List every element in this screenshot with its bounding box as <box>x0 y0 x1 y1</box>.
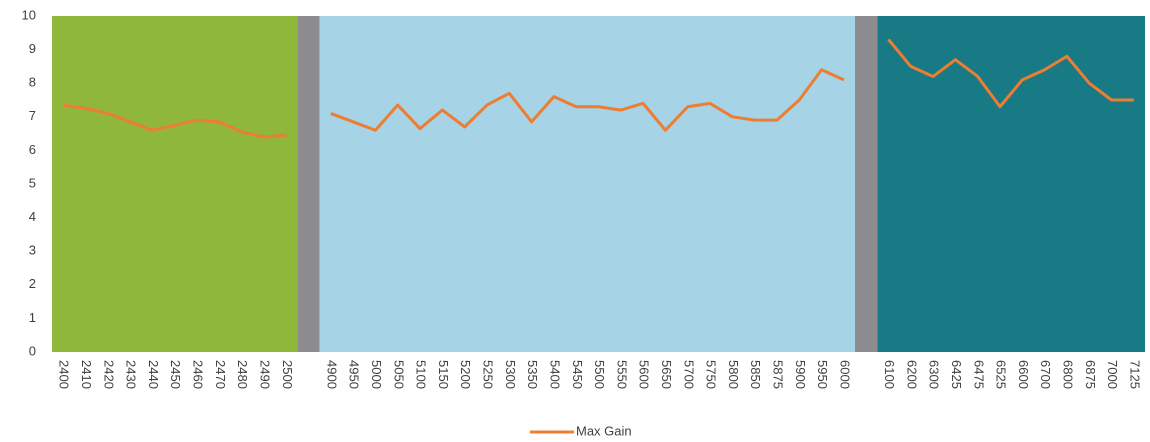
x-tick-label: 5000 <box>369 360 384 389</box>
x-tick-label: 5550 <box>614 360 629 389</box>
x-tick-label: 4900 <box>324 360 339 389</box>
legend-label: Max Gain <box>576 423 632 438</box>
x-tick-label: 5600 <box>637 360 652 389</box>
x-tick-label: 5900 <box>793 360 808 389</box>
x-tick-label: 6525 <box>994 360 1009 389</box>
x-tick-label: 5650 <box>659 360 674 389</box>
y-tick-label: 9 <box>29 41 36 56</box>
x-tick-label: 2480 <box>235 360 250 389</box>
region-gap <box>297 16 320 352</box>
x-tick-label: 5700 <box>681 360 696 389</box>
x-tick-label: 2490 <box>257 360 272 389</box>
x-tick-label: 6475 <box>971 360 986 389</box>
y-tick-label: 4 <box>29 209 36 224</box>
x-tick-label: 7000 <box>1105 360 1120 389</box>
x-tick-label: 5450 <box>570 360 585 389</box>
x-tick-label: 6600 <box>1016 360 1031 389</box>
y-tick-label: 2 <box>29 276 36 291</box>
x-tick-label: 2440 <box>146 360 161 389</box>
x-tick-label: 6300 <box>927 360 942 389</box>
line-series <box>62 38 1134 139</box>
y-tick-label: 3 <box>29 243 36 258</box>
x-tick-label: 6100 <box>882 360 897 389</box>
x-tick-label: 2450 <box>168 360 183 389</box>
x-tick-label: 6425 <box>949 360 964 389</box>
x-tick-label: 7125 <box>1127 360 1142 389</box>
x-tick-label: 2430 <box>124 360 139 389</box>
y-tick-label: 1 <box>29 310 36 325</box>
x-tick-label: 2470 <box>213 360 228 389</box>
x-tick-label: 2400 <box>57 360 72 389</box>
x-tick-label: 5850 <box>748 360 763 389</box>
x-tick-label: 5750 <box>704 360 719 389</box>
x-tick-label: 5350 <box>525 360 540 389</box>
x-tick-label: 6000 <box>837 360 852 389</box>
x-tick-label: 6200 <box>904 360 919 389</box>
x-tick-label: 5250 <box>481 360 496 389</box>
x-tick-label: 6700 <box>1038 360 1053 389</box>
y-tick-label: 8 <box>29 75 36 90</box>
x-tick-label: 5050 <box>391 360 406 389</box>
x-tick-label: 6800 <box>1060 360 1075 389</box>
y-tick-label: 6 <box>29 142 36 157</box>
y-tick-label: 10 <box>22 7 36 22</box>
x-tick-label: 5200 <box>458 360 473 389</box>
x-tick-label: 5100 <box>414 360 429 389</box>
x-tick-label: 5800 <box>726 360 741 389</box>
x-tick-label: 5950 <box>815 360 830 389</box>
y-tick-label: 7 <box>29 108 36 123</box>
x-tick-label: 2500 <box>280 360 295 389</box>
x-tick-label: 2410 <box>79 360 94 389</box>
x-tick-label: 5875 <box>771 360 786 389</box>
x-tick-label: 5400 <box>547 360 562 389</box>
region-band <box>877 16 1145 352</box>
y-tick-label: 0 <box>29 343 36 358</box>
x-tick-label: 2460 <box>191 360 206 389</box>
x-tick-label: 5500 <box>592 360 607 389</box>
region-gap <box>855 16 878 352</box>
x-tick-label: 5300 <box>503 360 518 389</box>
y-tick-label: 5 <box>29 175 36 190</box>
region-band <box>52 16 298 352</box>
x-tick-label: 4950 <box>347 360 362 389</box>
region-band <box>319 16 856 352</box>
x-tick-label: 5150 <box>436 360 451 389</box>
x-tick-label: 6875 <box>1083 360 1098 389</box>
x-tick-label: 2420 <box>101 360 116 389</box>
